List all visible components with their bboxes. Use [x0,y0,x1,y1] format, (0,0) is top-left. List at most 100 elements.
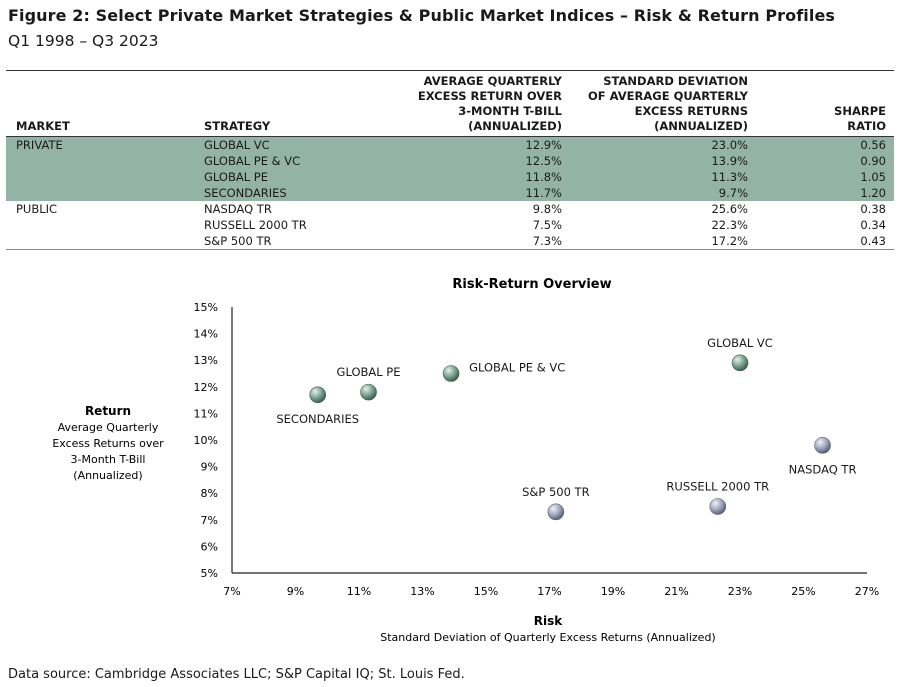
sharpe-cell: 1.05 [752,169,894,185]
table-row: PRIVATE GLOBAL VC 12.9% 23.0% 0.56 [6,136,894,153]
return-cell: 12.9% [398,136,566,153]
y-axis-sublabel: Excess Returns over [52,437,164,450]
market-cell [6,185,200,201]
y-tick-label: 5% [201,567,218,580]
column-header-std-dev: STANDARD DEVIATION OF AVERAGE QUARTERLY … [588,74,748,133]
y-tick-label: 10% [194,434,218,447]
table-row: PUBLIC NASDAQ TR 9.8% 25.6% 0.38 [6,201,894,217]
table-row: GLOBAL PE & VC 12.5% 13.9% 0.90 [6,153,894,169]
return-cell: 11.7% [398,185,566,201]
sharpe-cell: 0.56 [752,136,894,153]
x-tick-label: 7% [223,585,240,598]
sharpe-cell: 0.90 [752,153,894,169]
y-tick-label: 14% [194,328,218,341]
strategy-cell: GLOBAL PE & VC [200,153,398,169]
table-row: SECONDARIES 11.7% 9.7% 1.20 [6,185,894,201]
y-tick-label: 12% [194,381,218,394]
x-axis-sublabel: Standard Deviation of Quarterly Excess R… [380,631,715,644]
risk-return-table: MARKET STRATEGY AVERAGE QUARTERLY EXCESS… [6,70,894,250]
scatter-points: GLOBAL VC GLOBAL PE & VC GLOBAL PE SECONDAR… [276,336,857,521]
figure-title: Figure 2: Select Private Market Strategi… [8,6,836,25]
y-tick-label: 6% [201,540,218,553]
column-header-return: AVERAGE QUARTERLY EXCESS RETURN OVER 3-M… [417,74,562,133]
column-header-sharpe: SHARPE RATIO [834,104,886,133]
figure-subtitle: Q1 1998 – Q3 2023 [8,32,159,50]
sharpe-cell: 1.20 [752,185,894,201]
x-tick-label: 25% [791,585,815,598]
strategy-cell: RUSSELL 2000 TR [200,217,398,233]
y-axis-sublabel: (Annualized) [73,469,142,482]
market-cell: PRIVATE [6,136,200,153]
y-axis-sublabel: Average Quarterly [58,421,159,434]
point-label: GLOBAL PE [337,365,401,379]
sharpe-cell: 0.34 [752,217,894,233]
point-label: GLOBAL VC [707,336,773,350]
strategy-cell: S&P 500 TR [200,233,398,250]
scatter-point [442,365,460,382]
x-axis-ticks: 7% 9% 11% 13% 15% 17% 19% 21% 23% 25% 27% [223,585,879,598]
sharpe-cell: 0.43 [752,233,894,250]
market-cell [6,169,200,185]
market-cell [6,233,200,250]
sharpe-cell: 0.38 [752,201,894,217]
x-axis-label: Risk [534,614,563,628]
market-cell [6,153,200,169]
point-label: RUSSELL 2000 TR [666,480,769,494]
x-tick-label: 9% [287,585,304,598]
point-label: S&P 500 TR [522,485,589,499]
table-header-row: MARKET STRATEGY AVERAGE QUARTERLY EXCESS… [6,70,894,137]
return-cell: 9.8% [398,201,566,217]
data-source-note: Data source: Cambridge Associates LLC; S… [8,667,465,682]
std-dev-cell: 9.7% [566,185,752,201]
scatter-point [360,383,377,401]
column-header-market: MARKET [16,119,70,133]
std-dev-cell: 13.9% [566,153,752,169]
x-tick-label: 19% [601,585,625,598]
y-tick-label: 11% [194,407,218,420]
chart-axes [231,307,867,574]
y-tick-label: 13% [194,354,218,367]
scatter-point [731,354,749,372]
table-row: GLOBAL PE 11.8% 11.3% 1.05 [6,169,894,185]
y-axis-ticks: 5% 6% 7% 8% 9% 10% 11% 12% 13% 14% 15% [194,301,218,580]
scatter-point [309,386,327,404]
y-tick-label: 7% [201,514,218,527]
y-axis-sublabel: 3-Month T-Bill [71,453,146,466]
strategy-cell: NASDAQ TR [200,201,398,217]
x-tick-label: 27% [855,585,879,598]
x-tick-label: 23% [728,585,752,598]
strategy-cell: GLOBAL PE [200,169,398,185]
std-dev-cell: 11.3% [566,169,752,185]
std-dev-cell: 25.6% [566,201,752,217]
std-dev-cell: 23.0% [566,136,752,153]
strategy-cell: GLOBAL VC [200,136,398,153]
risk-return-scatter-chart: Risk-Return Overview 5% 6% 7% 8% 9% 10% 11% 12%… [52,277,879,644]
x-tick-label: 15% [474,585,498,598]
return-cell: 7.3% [398,233,566,250]
return-cell: 11.8% [398,169,566,185]
return-cell: 7.5% [398,217,566,233]
chart-title: Risk-Return Overview [452,277,611,292]
table-row: RUSSELL 2000 TR 7.5% 22.3% 0.34 [6,217,894,233]
y-tick-label: 8% [201,487,218,500]
std-dev-cell: 17.2% [566,233,752,250]
return-cell: 12.5% [398,153,566,169]
market-cell: PUBLIC [6,201,200,217]
market-cell [6,217,200,233]
table-row: S&P 500 TR 7.3% 17.2% 0.43 [6,233,894,250]
std-dev-cell: 22.3% [566,217,752,233]
y-tick-label: 15% [194,301,218,314]
point-label: NASDAQ TR [789,462,857,476]
x-tick-label: 17% [537,585,561,598]
x-tick-label: 13% [410,585,434,598]
x-tick-label: 11% [347,585,371,598]
column-header-strategy: STRATEGY [204,119,271,133]
scatter-point [709,498,727,515]
y-axis-label: Return [85,404,131,418]
strategy-cell: SECONDARIES [200,185,398,201]
x-tick-label: 21% [664,585,688,598]
point-label: GLOBAL PE & VC [469,361,565,375]
scatter-point [814,437,831,454]
point-label: SECONDARIES [276,412,359,426]
scatter-point [547,503,565,521]
